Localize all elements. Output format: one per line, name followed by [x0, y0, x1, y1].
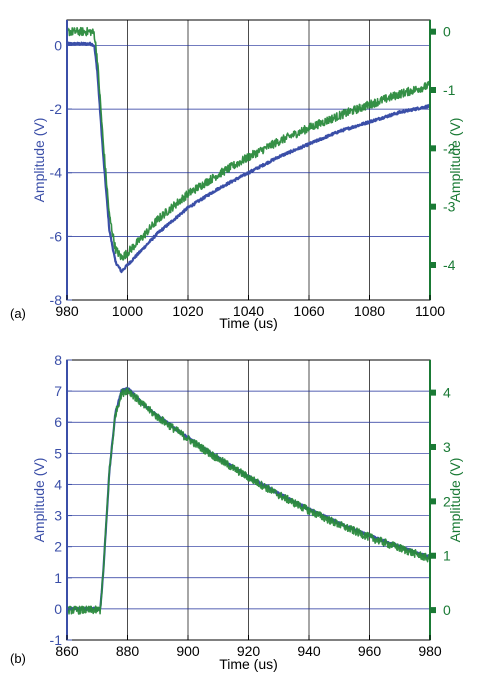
y-axis-label-left-a: Amplitude (V): [31, 118, 47, 203]
x-tick-label-1020: 1020: [172, 303, 203, 319]
y-tick-right-3: [431, 443, 436, 450]
chart-panel-a: 980 1000 1020 1040 1060 1080 1100 -8 -6 -4 -2 0 -4 -3…: [10, 19, 463, 331]
y-tick-label-left-6: 6: [54, 414, 62, 430]
x-axis-label-b: Time (us): [219, 656, 278, 672]
x-tick-label-960: 960: [358, 643, 382, 659]
y-tick-label-left-1: 1: [54, 570, 62, 586]
x-tick-label-920: 920: [237, 643, 261, 659]
y-tick-label-left-5: 5: [54, 445, 62, 461]
y-tick-label-left-0: 0: [54, 601, 62, 617]
grid-b: [67, 360, 430, 640]
y-tick-label-right-2: 2: [443, 493, 451, 509]
y-tick-label-left--8: -8: [50, 292, 63, 308]
x-tick-label-980: 980: [55, 303, 79, 319]
x-tick-label-1100: 1100: [415, 303, 445, 319]
y-tick-label-right-0: 0: [443, 602, 451, 618]
x-tick-label-1000: 1000: [112, 303, 143, 319]
y-tick-label-left-4: 4: [54, 476, 62, 492]
y-tick-label-right-4: 4: [443, 385, 451, 401]
y-tick-label-left--6: -6: [50, 228, 63, 244]
y-tick-label-right--4: -4: [443, 257, 456, 273]
y-tick-label-right--3: -3: [443, 199, 456, 215]
y-tick-label-right-0: 0: [443, 24, 451, 40]
y-axis-label-right-b: Amplitude (V): [447, 458, 463, 543]
chart-panel-b: 860 880 900 920 940 960 980 -1 0 1 2 3 4 5 6 7 8 0 1 2 3 4 (b…: [10, 352, 463, 672]
x-tick-label-980: 980: [418, 643, 442, 659]
y-tick-right-0: [431, 28, 436, 35]
y-tick-right--1: [431, 87, 436, 93]
y-tick-label-right--2: -2: [443, 140, 456, 156]
y-axis-label-left-b: Amplitude (V): [31, 458, 47, 543]
y-tick-label-left-0: 0: [54, 37, 62, 53]
x-tick-label-940: 940: [297, 643, 321, 659]
panel-label-b: (b): [10, 651, 26, 666]
y-tick-label-left--2: -2: [50, 101, 63, 117]
ticks-b: 860 880 900 920 940 960 980 -1 0 1 2 3 4 5 6 7 8 0 1 2 3 4: [50, 352, 451, 659]
ticks-a: 980 1000 1020 1040 1060 1080 1100 -8 -6 -4 -2 0 -4 -3…: [50, 24, 456, 319]
y-tick-right-4: [431, 389, 436, 396]
y-tick-right--4: [431, 262, 436, 268]
grid-a: [67, 20, 430, 300]
y-tick-label-left-2: 2: [54, 539, 62, 555]
x-tick-label-1080: 1080: [354, 303, 385, 319]
y-tick-label-right-1: 1: [443, 548, 451, 564]
x-tick-label-1060: 1060: [293, 303, 324, 319]
y-tick-right--3: [431, 203, 436, 210]
series-a: [65, 26, 431, 274]
y-tick-right--2: [431, 145, 436, 152]
series-b: [66, 386, 431, 615]
y-tick-label-left-3: 3: [54, 508, 62, 524]
panel-label-a: (a): [10, 306, 26, 321]
series-line-green: [66, 26, 431, 261]
x-tick-label-860: 860: [55, 643, 79, 659]
y-tick-right-1: [431, 552, 436, 559]
y-tick-label-left-7: 7: [54, 383, 62, 399]
series-line-green: [66, 387, 431, 615]
y-tick-right-2: [431, 498, 436, 505]
y-tick-right-0: [431, 607, 436, 614]
y-tick-label-right--1: -1: [443, 82, 456, 98]
y-tick-label-left-8: 8: [54, 352, 62, 368]
x-tick-label-1040: 1040: [233, 303, 264, 319]
x-axis-label-a: Time (us): [219, 315, 278, 331]
x-tick-label-900: 900: [176, 643, 200, 659]
y-tick-label-left--1: -1: [50, 632, 63, 648]
x-tick-label-880: 880: [116, 643, 140, 659]
series-line-blue: [65, 41, 431, 274]
y-axis-label-right-a: Amplitude (V): [447, 118, 463, 203]
y-tick-label-left--4: -4: [50, 165, 63, 181]
y-tick-label-right-3: 3: [443, 439, 451, 455]
